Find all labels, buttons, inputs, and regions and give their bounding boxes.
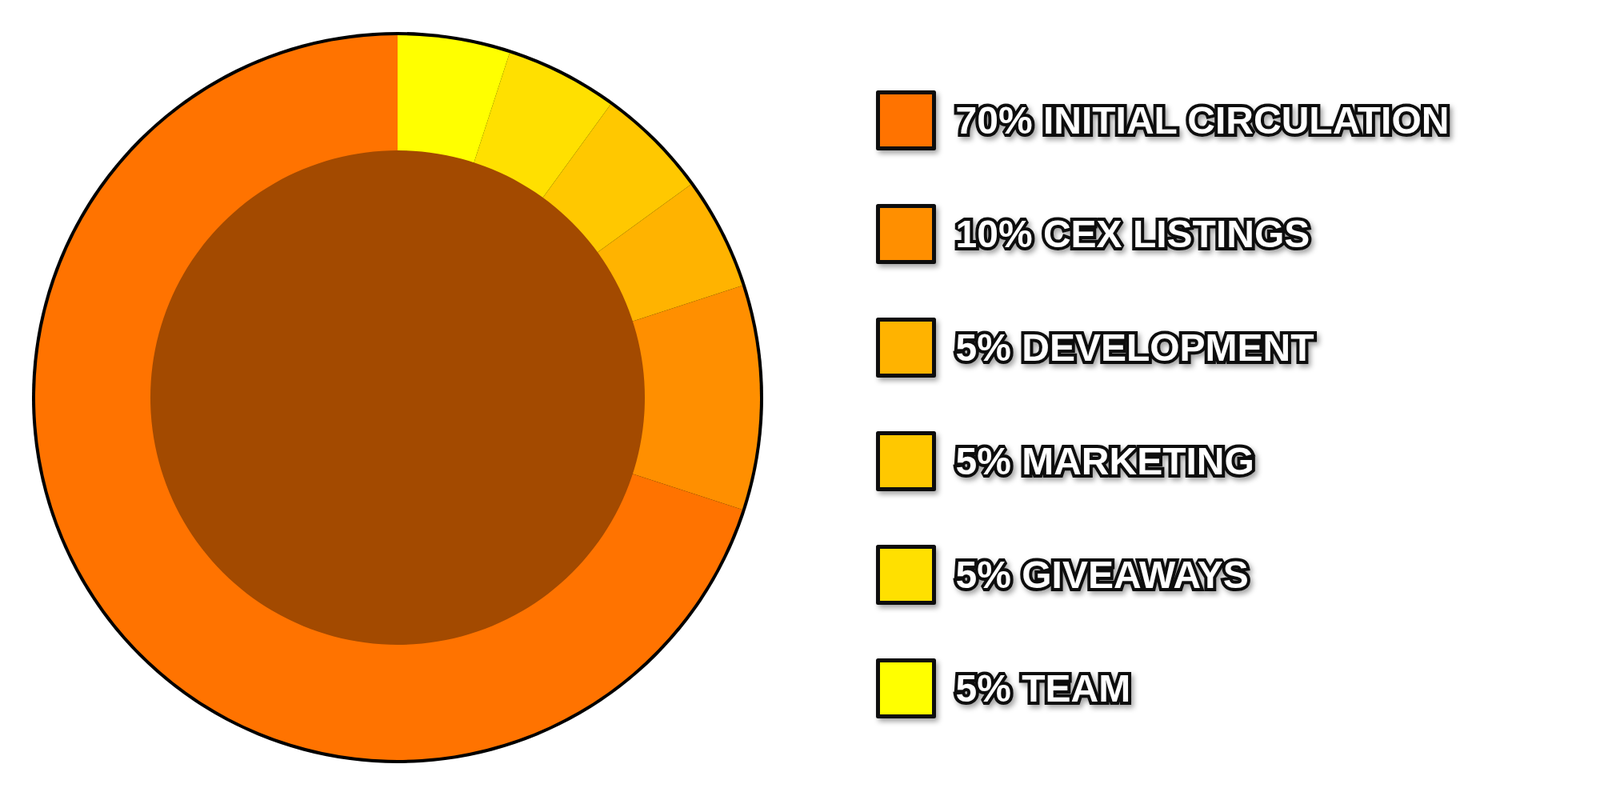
svg-text:10% CEX LISTINGS: 10% CEX LISTINGS [956,212,1311,256]
svg-text:5% DEVELOPMENT: 5% DEVELOPMENT [956,326,1315,369]
svg-text:5% TEAM: 5% TEAM [956,667,1132,710]
svg-text:70% INITIAL CIRCULATION: 70% INITIAL CIRCULATION [956,99,1450,142]
svg-text:5% MARKETING: 5% MARKETING [956,440,1255,483]
svg-text:5% GIVEAWAYS: 5% GIVEAWAYS [956,553,1249,596]
